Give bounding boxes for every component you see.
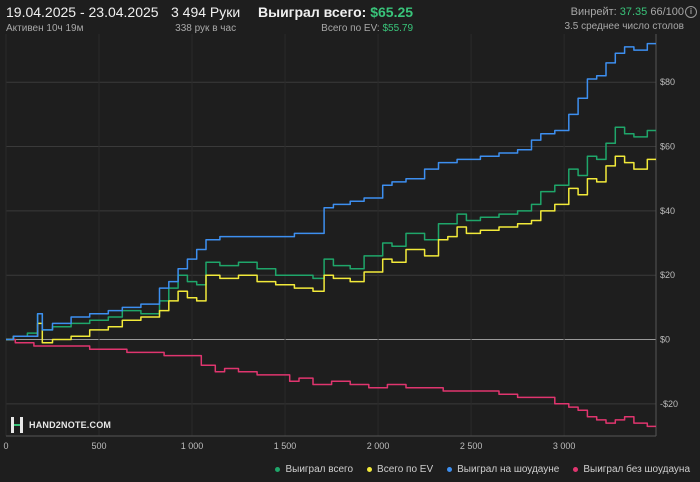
x-tick-label: 2 500 bbox=[460, 441, 483, 451]
hand2note-logo: HAND2NOTE.COM bbox=[10, 417, 111, 433]
logo-text: HAND2NOTE.COM bbox=[29, 420, 112, 430]
legend-dot-icon bbox=[573, 466, 579, 472]
info-icon[interactable]: i bbox=[685, 6, 697, 18]
x-tick-label: 3 000 bbox=[553, 441, 576, 451]
date-range: 19.04.2025 - 23.04.2025 bbox=[6, 4, 159, 20]
legend-label: Выиграл на шоудауне bbox=[457, 463, 560, 475]
active-time: Активен 10ч 19м bbox=[6, 23, 84, 34]
winrate-label: Винрейт: bbox=[570, 6, 617, 18]
legend-item[interactable]: Выиграл всего bbox=[275, 462, 353, 476]
header: 19.04.2025 - 23.04.2025 Активен 10ч 19м … bbox=[0, 0, 700, 40]
y-tick-label: -$20 bbox=[660, 399, 678, 409]
chart-legend: Выиграл всего Всего по EV Выиграл на шоуда… bbox=[275, 462, 690, 476]
hands-count: 3 494 Руки bbox=[171, 4, 241, 20]
chart-grid bbox=[5, 34, 656, 436]
series-lines bbox=[6, 42, 656, 428]
hands-block: 3 494 Руки 338 рук в час bbox=[171, 4, 240, 34]
winrate-value: 37.35 bbox=[619, 6, 648, 18]
hand2note-logo-icon bbox=[10, 417, 24, 433]
y-tick-label: $60 bbox=[660, 142, 675, 152]
winrate-block: Винрейт: 37.35 66/100 3.5 среднее число … bbox=[564, 6, 684, 32]
ev-label: Всего по EV: bbox=[321, 23, 380, 34]
legend-label: Выиграл без шоудауна bbox=[583, 463, 690, 475]
won-block: Выиграл всего: $65.25 Всего по EV: $55.7… bbox=[258, 4, 413, 34]
legend-item[interactable]: Выиграл без шоудауна bbox=[573, 462, 690, 476]
legend-label: Выиграл всего bbox=[285, 463, 354, 475]
series-line-0 bbox=[6, 126, 656, 341]
x-tick-label: 0 bbox=[3, 441, 8, 451]
tables-average: 3.5 среднее число столов bbox=[564, 21, 684, 32]
legend-dot-icon bbox=[367, 466, 373, 472]
x-tick-label: 1 500 bbox=[274, 441, 297, 451]
x-tick-label: 500 bbox=[92, 441, 107, 451]
legend-dot-icon bbox=[447, 466, 453, 472]
y-axis: -$20 $0 $20 $40 $60 $80 bbox=[655, 34, 678, 436]
y-tick-label: $20 bbox=[660, 270, 675, 280]
legend-dot-icon bbox=[275, 466, 281, 472]
y-tick-label: $40 bbox=[660, 206, 675, 216]
legend-label: Всего по EV bbox=[377, 463, 434, 475]
series-line-2 bbox=[6, 42, 656, 341]
series-line-3 bbox=[6, 338, 656, 428]
winrate-suffix: 66/100 bbox=[650, 6, 684, 18]
legend-item[interactable]: Всего по EV bbox=[367, 462, 433, 476]
series-line-1 bbox=[6, 155, 656, 344]
ev-value: $55.79 bbox=[382, 23, 414, 34]
won-value: $65.25 bbox=[370, 4, 414, 20]
x-tick-label: 2 000 bbox=[367, 441, 390, 451]
won-label: Выиграл всего: bbox=[258, 4, 367, 20]
y-tick-label: $0 bbox=[660, 335, 670, 345]
hands-per-hour: 338 рук в час bbox=[175, 23, 237, 34]
x-tick-label: 1 000 bbox=[181, 441, 204, 451]
date-range-block: 19.04.2025 - 23.04.2025 Активен 10ч 19м bbox=[6, 4, 159, 34]
x-axis: 0 500 1 000 1 500 2 000 2 500 3 000 bbox=[3, 435, 656, 451]
y-tick-label: $80 bbox=[660, 77, 675, 87]
legend-item[interactable]: Выиграл на шоудауне bbox=[447, 462, 559, 476]
